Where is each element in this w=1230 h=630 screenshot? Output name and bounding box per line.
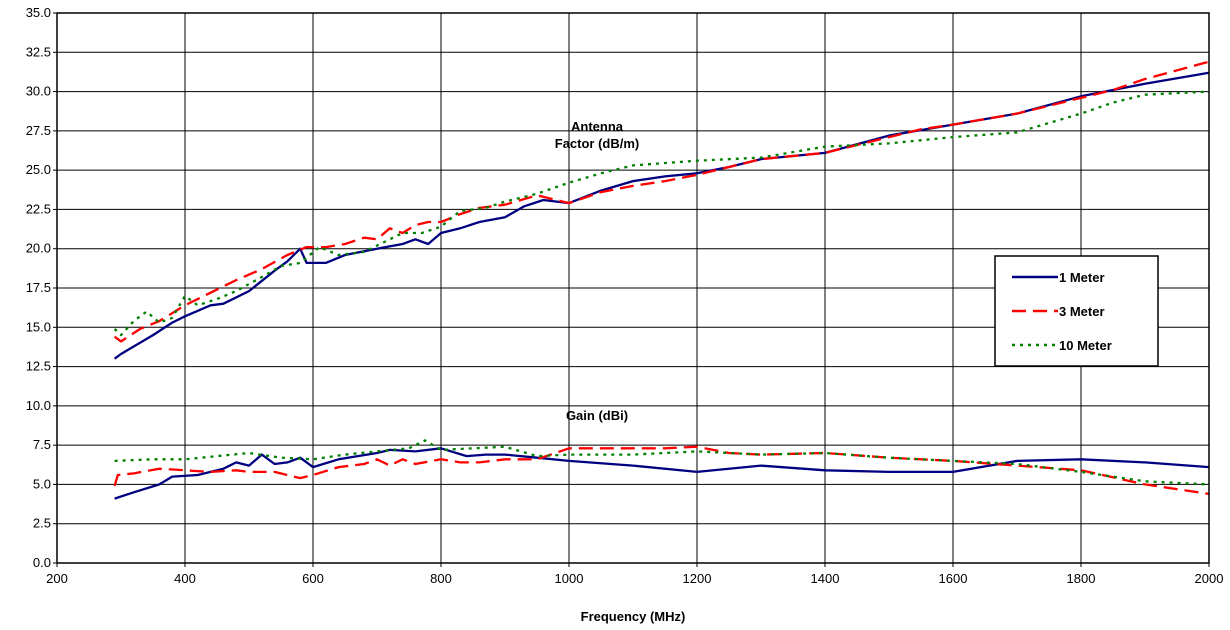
y-tick-label: 15.0 bbox=[26, 319, 51, 334]
annotation-text: Gain (dBi) bbox=[566, 408, 628, 423]
y-tick-label: 2.5 bbox=[33, 516, 51, 531]
series-line-antenna_factor-3-meter bbox=[113, 60, 1210, 343]
y-tick-label: 30.0 bbox=[26, 84, 51, 99]
x-tick-labels: 200 400 600 800 1000 1200 1400 1600 1800 2000 bbox=[46, 563, 1223, 586]
y-tick-label: 5.0 bbox=[33, 476, 51, 491]
series-lines bbox=[113, 60, 1210, 500]
y-tick-label: 27.5 bbox=[26, 123, 51, 138]
x-tick-label: 400 bbox=[174, 571, 196, 586]
series-line-gain-1-meter bbox=[114, 447, 1210, 500]
x-axis-label: Frequency (MHz) bbox=[581, 609, 686, 624]
x-tick-label: 1600 bbox=[939, 571, 968, 586]
y-tick-label: 22.5 bbox=[26, 201, 51, 216]
series-line-antenna_factor-1-meter bbox=[113, 71, 1210, 360]
legend: 1 Meter 3 Meter 10 Meter bbox=[994, 255, 1159, 367]
series-line-antenna_factor-10-meter bbox=[113, 90, 1210, 337]
legend-label: 10 Meter bbox=[1059, 338, 1112, 353]
y-tick-label: 17.5 bbox=[26, 280, 51, 295]
x-tick-label: 1000 bbox=[555, 571, 584, 586]
y-tick-label: 10.0 bbox=[26, 398, 51, 413]
y-tick-labels: 0.0 2.5 5.0 7.5 10.0 12.5 15.0 17.5 20.0 22.5 25.0… bbox=[26, 5, 57, 570]
annotation-text: Factor (dB/m) bbox=[555, 136, 640, 151]
y-tick-label: 35.0 bbox=[26, 5, 51, 20]
legend-label: 3 Meter bbox=[1059, 304, 1105, 319]
y-tick-label: 32.5 bbox=[26, 44, 51, 59]
annotation-text: Antenna bbox=[571, 119, 624, 134]
x-tick-label: 1400 bbox=[811, 571, 840, 586]
x-tick-label: 200 bbox=[46, 571, 68, 586]
x-tick-label: 1200 bbox=[683, 571, 712, 586]
legend-label: 1 Meter bbox=[1059, 270, 1105, 285]
y-tick-label: 12.5 bbox=[26, 359, 51, 374]
y-tick-label: 20.0 bbox=[26, 241, 51, 256]
y-tick-label: 0.0 bbox=[33, 555, 51, 570]
x-tick-label: 800 bbox=[430, 571, 452, 586]
x-tick-label: 2000 bbox=[1195, 571, 1224, 586]
annotations: Antenna Factor (dB/m) Gain (dBi) bbox=[555, 119, 640, 423]
x-tick-label: 600 bbox=[302, 571, 324, 586]
y-tick-label: 7.5 bbox=[33, 437, 51, 452]
x-tick-label: 1800 bbox=[1067, 571, 1096, 586]
y-tick-label: 25.0 bbox=[26, 162, 51, 177]
